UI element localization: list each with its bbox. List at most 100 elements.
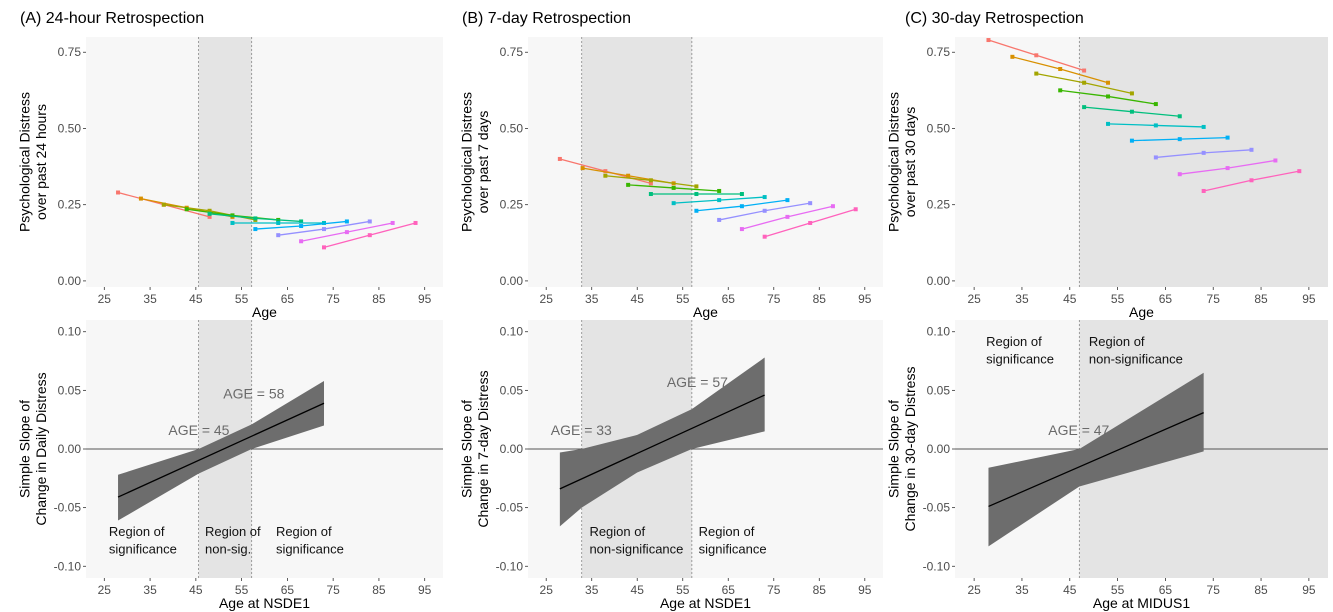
cohort-point xyxy=(762,208,767,213)
x-tick-label: 75 xyxy=(326,583,340,597)
plot-background xyxy=(528,37,883,287)
x-tick-label: 55 xyxy=(1111,292,1125,306)
cohort-point xyxy=(1129,91,1134,96)
cohort-point xyxy=(717,188,722,193)
region-label-line: non-significance xyxy=(1089,351,1183,366)
cohort-point xyxy=(322,220,326,225)
cohort-point xyxy=(299,224,304,229)
x-axis-title: Age xyxy=(1129,304,1154,320)
y-axis-title-line: Change in 30-day Distress xyxy=(902,367,918,532)
y-tick-label: -0.05 xyxy=(54,501,82,515)
x-tick-label: 85 xyxy=(1254,292,1268,306)
x-tick-label: 75 xyxy=(326,292,340,306)
cohort-point xyxy=(253,216,258,221)
cohort-point xyxy=(322,245,326,250)
y-axis-title-line: Simple Slope of xyxy=(459,400,475,498)
y-axis-title-line: Simple Slope of xyxy=(17,400,33,498)
x-tick-label: 35 xyxy=(1015,583,1029,597)
x-tick-label: 45 xyxy=(189,292,203,306)
y-axis-title-line: Change in Daily Distress xyxy=(33,372,49,525)
x-tick-label: 25 xyxy=(967,292,981,306)
x-tick-label: 65 xyxy=(281,583,295,597)
y-axis-title: Psychological Distressover past 24 hours xyxy=(17,92,49,232)
significance-band xyxy=(581,37,692,287)
simple-slope-line xyxy=(988,412,1204,508)
cohort-point xyxy=(785,214,790,219)
x-tick-label: 85 xyxy=(813,292,827,306)
region-label-line: Region of xyxy=(205,524,261,539)
cohort-point xyxy=(1201,124,1206,129)
y-axis-title-line: Change in 7-day Distress xyxy=(475,370,491,527)
cohort-point xyxy=(1082,68,1087,73)
panel-a-bottom: 25 35 45 55 65 75 85 95 -0.10 -0.05 0.00 0.05 0.10 Ag… xyxy=(17,320,443,611)
x-axis-title: Age at NSDE1 xyxy=(660,595,751,611)
cohort-point xyxy=(344,230,349,235)
x-tick-label: 35 xyxy=(143,292,157,306)
x-tick-label: 55 xyxy=(676,292,690,306)
cohort-point xyxy=(299,219,304,224)
x-tick-label: 65 xyxy=(1159,292,1173,306)
cohort-point xyxy=(1106,94,1111,99)
cohort-point xyxy=(1106,80,1111,85)
cohort-point xyxy=(603,173,608,178)
cohort-point xyxy=(717,198,722,203)
age-annotation: AGE = 47 xyxy=(1048,422,1109,438)
x-tick-label: 25 xyxy=(540,583,554,597)
cohort-point xyxy=(1177,114,1182,119)
cohort-point xyxy=(116,190,121,195)
cohort-point xyxy=(207,211,212,216)
cohort-point xyxy=(1106,121,1111,126)
panel-b-bottom: 25 35 45 55 65 75 85 95 -0.10 -0.05 0.00 0.05 0.10 Ag… xyxy=(459,320,883,611)
cohort-point xyxy=(390,220,395,225)
y-tick-label: 0.50 xyxy=(500,121,524,135)
cohort-point xyxy=(694,208,699,213)
cohort-point xyxy=(1058,88,1063,93)
x-tick-label: 45 xyxy=(631,583,645,597)
cohort-point xyxy=(1225,166,1230,171)
x-tick-label: 65 xyxy=(722,583,736,597)
y-tick-label: 0.00 xyxy=(500,274,524,288)
cohort-point xyxy=(671,185,676,190)
y-tick-label: -0.05 xyxy=(923,501,951,515)
cohort-point xyxy=(1082,105,1087,110)
cohort-point xyxy=(1129,109,1134,114)
cohort-point xyxy=(1177,172,1182,177)
y-tick-label: 0.00 xyxy=(500,442,524,456)
y-tick-label: 0.75 xyxy=(58,45,82,59)
x-axis-title: Age at NSDE1 xyxy=(219,595,310,611)
cohort-point xyxy=(1010,54,1015,59)
cohort-point xyxy=(1201,150,1206,155)
chart-panels: 25 35 45 55 65 75 85 95 0.00 0.25 0.50 0.75 Age Psych… xyxy=(17,37,1328,611)
age-annotation: AGE = 33 xyxy=(551,422,612,438)
y-tick-label: -0.05 xyxy=(496,501,524,515)
x-tick-label: 65 xyxy=(281,292,295,306)
y-axis-title: Simple Slope ofChange in 30-day Distress xyxy=(886,367,918,532)
x-tick-label: 65 xyxy=(1159,583,1173,597)
y-tick-label: 0.00 xyxy=(58,274,82,288)
y-axis-title: Simple Slope ofChange in Daily Distress xyxy=(17,372,49,525)
y-tick-label: 0.00 xyxy=(58,442,82,456)
cohort-point xyxy=(138,196,143,201)
y-tick-label: 0.00 xyxy=(927,274,951,288)
cohort-point xyxy=(1297,169,1302,174)
cohort-point xyxy=(648,178,653,183)
region-label: Region of non-significance xyxy=(589,524,683,557)
x-tick-label: 55 xyxy=(235,583,249,597)
x-tick-label: 25 xyxy=(98,292,112,306)
cohort-point xyxy=(603,169,608,174)
region-label-line: Region of xyxy=(1089,334,1145,349)
region-label: Region of significance xyxy=(109,524,177,557)
region-label: Region of significance xyxy=(986,334,1054,367)
y-axis-title-line: over past 30 days xyxy=(902,107,918,218)
region-label-line: Region of xyxy=(589,524,645,539)
cohort-point xyxy=(1034,53,1039,58)
x-tick-label: 25 xyxy=(98,583,112,597)
cohort-point xyxy=(986,38,991,43)
region-label-line: Region of xyxy=(109,524,165,539)
x-axis-title: Age at MIDUS1 xyxy=(1093,595,1190,611)
cohort-point xyxy=(1201,188,1206,193)
cohort-point xyxy=(739,204,744,209)
cohort-point xyxy=(344,219,349,224)
cohort-point xyxy=(557,156,562,161)
